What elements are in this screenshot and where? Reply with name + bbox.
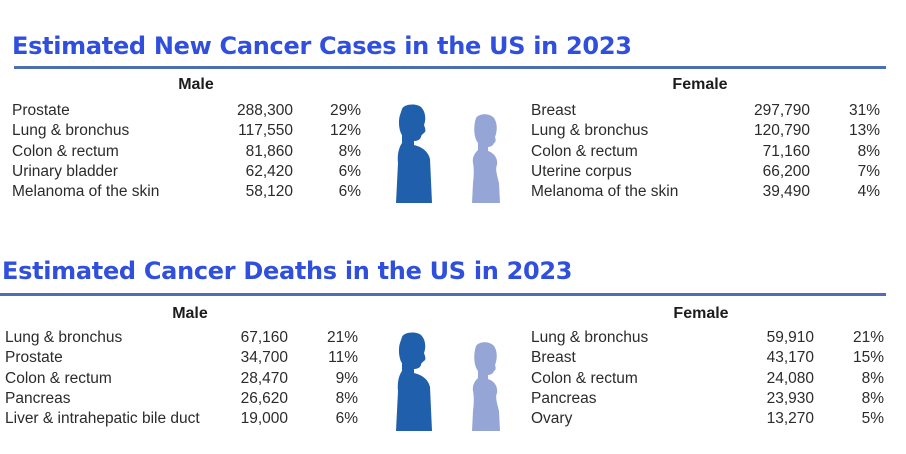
table-row: Colon & rectum 28,470 9%	[0, 369, 906, 389]
percentage: 8%	[335, 389, 358, 407]
percentage: 8%	[338, 142, 361, 160]
new-cases-male-header: Male	[178, 76, 214, 93]
cancer-site: Breast	[531, 102, 576, 119]
table-row: Colon & rectum 81,860 8%	[0, 142, 906, 162]
table-row: Melanoma of the skin 58,120 6%	[0, 182, 906, 202]
percentage: 8%	[857, 142, 880, 160]
female-silhouette-icon	[472, 114, 500, 203]
cancer-site: Lung & bronchus	[531, 122, 649, 140]
cancer-site: Urinary bladder	[12, 162, 118, 180]
case-count: 297,790	[753, 102, 810, 119]
table-row: Pancreas 23,930 8%	[0, 389, 906, 409]
case-count: 34,700	[240, 349, 288, 367]
cancer-site: Lung & bronchus	[5, 329, 123, 346]
deaths-male-header: Male	[172, 305, 208, 322]
case-count: 71,160	[762, 142, 810, 160]
case-count: 19,000	[240, 410, 288, 428]
percentage: 13%	[848, 122, 880, 140]
deaths-divider	[0, 293, 886, 296]
cancer-site: Prostate	[12, 102, 70, 119]
percentage: 5%	[861, 410, 884, 428]
table-row: Lung & bronchus 59,910 21%	[0, 328, 906, 348]
cancer-site: Ovary	[531, 410, 573, 428]
case-count: 43,170	[766, 349, 814, 367]
new-cases-section: Estimated New Cancer Cases in the US in …	[0, 0, 906, 225]
percentage: 11%	[328, 349, 358, 367]
case-count: 59,910	[766, 329, 814, 346]
percentage: 21%	[852, 329, 884, 346]
table-row: Uterine corpus 66,200 7%	[0, 162, 906, 182]
table-row: Liver & intrahepatic bile duct 19,000 6%	[0, 409, 906, 429]
case-count: 28,470	[240, 369, 288, 387]
case-count: 39,490	[762, 183, 810, 201]
table-row: Prostate 288,300 29%	[0, 101, 906, 121]
table-row: Ovary 13,270 5%	[0, 409, 906, 429]
table-row: Breast 297,790 31%	[0, 101, 906, 121]
percentage: 29%	[329, 102, 361, 119]
cancer-site: Melanoma of the skin	[531, 183, 679, 201]
case-count: 117,550	[238, 122, 293, 140]
percentage: 4%	[857, 183, 880, 201]
percentage: 9%	[335, 369, 358, 387]
new-cases-title: Estimated New Cancer Cases in the US in …	[12, 32, 632, 60]
percentage: 8%	[861, 389, 884, 407]
cancer-site: Melanoma of the skin	[12, 183, 160, 201]
table-row: Urinary bladder 62,420 6%	[0, 162, 906, 182]
table-row: Prostate 34,700 11%	[0, 348, 906, 368]
case-count: 66,200	[762, 162, 810, 180]
cancer-site: Lung & bronchus	[12, 122, 130, 140]
table-row: Lung & bronchus 67,160 21%	[0, 328, 906, 348]
cancer-site: Prostate	[5, 349, 63, 367]
table-row: Lung & bronchus 120,790 13%	[0, 121, 906, 141]
percentage: 8%	[861, 369, 884, 387]
new-cases-divider	[14, 66, 886, 69]
case-count: 23,930	[766, 389, 814, 407]
case-count: 81,860	[245, 142, 293, 160]
cancer-site: Pancreas	[5, 389, 71, 407]
cancer-site: Colon & rectum	[5, 369, 112, 387]
cancer-site: Uterine corpus	[531, 162, 632, 180]
cancer-site: Pancreas	[531, 389, 597, 407]
percentage: 21%	[326, 329, 358, 346]
case-count: 288,300	[236, 102, 293, 119]
case-count: 13,270	[766, 410, 814, 428]
table-row: Breast 43,170 15%	[0, 348, 906, 368]
table-row: Colon & rectum 24,080 8%	[0, 369, 906, 389]
percentage: 6%	[338, 162, 361, 180]
deaths-female-header: Female	[673, 305, 729, 322]
cancer-site: Colon & rectum	[12, 142, 119, 160]
cancer-site: Breast	[531, 349, 576, 367]
case-count: 26,620	[240, 389, 288, 407]
percentage: 7%	[857, 162, 880, 180]
table-row: Lung & bronchus 117,550 12%	[0, 121, 906, 141]
case-count: 24,080	[766, 369, 814, 387]
table-row: Pancreas 26,620 8%	[0, 389, 906, 409]
percentage: 6%	[335, 410, 358, 428]
male-silhouette-icon	[396, 104, 432, 203]
percentage: 15%	[852, 349, 884, 367]
percentage: 6%	[338, 183, 361, 201]
deaths-title: Estimated Cancer Deaths in the US in 202…	[2, 257, 573, 285]
table-row: Colon & rectum 71,160 8%	[0, 142, 906, 162]
case-count: 67,160	[240, 329, 288, 346]
case-count: 120,790	[753, 122, 810, 140]
female-silhouette-icon	[472, 342, 500, 431]
cancer-site: Colon & rectum	[531, 369, 638, 387]
cancer-site: Liver & intrahepatic bile duct	[5, 410, 200, 428]
percentage: 12%	[329, 122, 361, 140]
new-cases-female-header: Female	[672, 76, 728, 93]
male-silhouette-icon	[396, 332, 432, 431]
cancer-site: Lung & bronchus	[531, 329, 649, 346]
table-row: Melanoma of the skin 39,490 4%	[0, 182, 906, 202]
percentage: 31%	[848, 102, 880, 119]
case-count: 62,420	[245, 162, 293, 180]
case-count: 58,120	[245, 183, 293, 201]
cancer-site: Colon & rectum	[531, 142, 638, 160]
